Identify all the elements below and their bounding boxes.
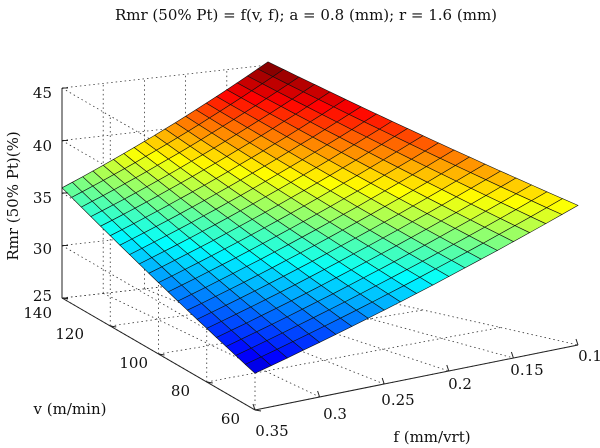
f-tick-mark bbox=[381, 377, 385, 385]
chart-title: Rmr (50% Pt) = f(v, f); a = 0.8 (mm); r … bbox=[115, 6, 497, 24]
f-tick-label: 0.35 bbox=[255, 422, 288, 440]
f-tick-mark bbox=[317, 390, 321, 398]
v-tick-label: 140 bbox=[23, 304, 52, 322]
z-tick-label: 40 bbox=[33, 137, 52, 155]
f-tick-label: 0.1 bbox=[578, 347, 600, 365]
f-axis-labels: 0.35 0.3 0.25 0.2 0.15 0.1 bbox=[255, 347, 600, 440]
v-tick-mark bbox=[206, 381, 213, 384]
v-tick-label: 80 bbox=[171, 382, 190, 400]
surface-mesh bbox=[61, 61, 579, 374]
z-tick-label: 45 bbox=[33, 84, 52, 102]
axes bbox=[61, 87, 579, 412]
v-tick-mark bbox=[158, 353, 165, 356]
v-tick-label: 100 bbox=[119, 354, 148, 372]
v-tick-mark bbox=[61, 297, 69, 300]
surface-patch bbox=[244, 356, 272, 374]
f-tick-label: 0.2 bbox=[448, 375, 472, 393]
f-tick-label: 0.25 bbox=[381, 391, 414, 409]
f-axis-title: f (mm/vrt) bbox=[393, 428, 470, 446]
v-axis-title: v (m/min) bbox=[33, 400, 107, 418]
v-tick-mark bbox=[110, 325, 117, 328]
f-tick-label: 0.15 bbox=[510, 361, 543, 379]
z-tick-label: 35 bbox=[33, 189, 52, 207]
z-axis-title: Rmr (50% Pt)(%) bbox=[4, 131, 22, 260]
f-tick-mark bbox=[446, 364, 450, 372]
v-axis-labels: 140 120 100 80 60 bbox=[23, 304, 240, 428]
v-tick-label: 120 bbox=[55, 325, 84, 343]
f-tick-mark bbox=[575, 338, 579, 346]
f-tick-mark bbox=[510, 351, 514, 359]
v-tick-mark bbox=[254, 409, 262, 412]
f-tick-label: 0.3 bbox=[323, 405, 347, 423]
z-tick-label: 30 bbox=[33, 240, 52, 258]
z-tick-label: 25 bbox=[33, 287, 52, 305]
f-axis-line bbox=[254, 344, 579, 411]
grid-line bbox=[61, 64, 269, 89]
f-tick-mark bbox=[252, 403, 256, 411]
v-tick-label: 60 bbox=[221, 410, 240, 428]
grid-line bbox=[267, 274, 579, 346]
z-axis-labels: 45 40 35 30 25 bbox=[33, 84, 52, 305]
